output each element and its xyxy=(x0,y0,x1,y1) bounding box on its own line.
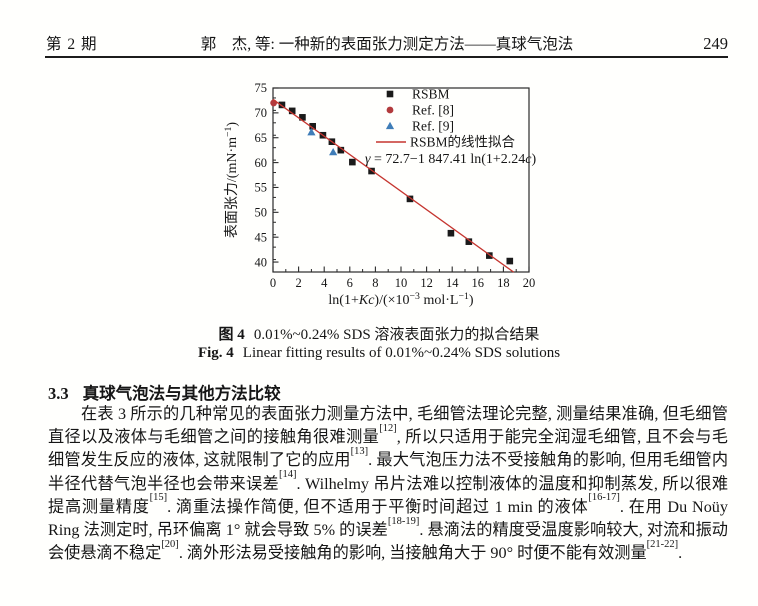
data-point-triangle xyxy=(307,128,316,136)
x-tick-label: 2 xyxy=(295,276,301,290)
figure-caption-zh-text: 0.01%~0.24% SDS 溶液表面张力的拟合结果 xyxy=(253,327,540,343)
x-tick-label: 16 xyxy=(472,276,485,290)
y-tick-label: 70 xyxy=(255,106,268,120)
x-tick-label: 4 xyxy=(321,276,328,290)
x-tick-label: 0 xyxy=(270,276,276,290)
reference-superscript: [16-17] xyxy=(588,492,620,504)
x-tick-label: 14 xyxy=(446,276,459,290)
legend-label: RSBM xyxy=(412,87,450,102)
data-point-square xyxy=(337,146,345,154)
section-heading: 3.3 真球气泡法与其他方法比较 xyxy=(48,380,281,404)
page-number: 249 xyxy=(703,34,728,53)
data-point-square xyxy=(299,114,306,121)
page-header: 第 2 期 郭 杰, 等: 一种新的表面张力测定方法——真球气泡法 249 xyxy=(46,32,728,54)
fit-equation: γ = 72.7−1 847.41 ln(1+2.24c) xyxy=(365,152,537,167)
x-tick-label: 6 xyxy=(347,276,353,290)
figure-caption-en: Fig. 4 Linear fitting results of 0.01%~0.… xyxy=(0,345,758,362)
data-point-square xyxy=(465,238,473,245)
y-tick-label: 60 xyxy=(255,156,268,170)
reference-superscript: [21-22] xyxy=(646,538,679,550)
data-point-square xyxy=(406,195,414,203)
data-point-circle xyxy=(386,106,394,114)
x-axis-label: ln(1+Kc)/(×10−3 mol·L−1) xyxy=(328,291,474,309)
plot-frame xyxy=(272,87,530,273)
article-title: 郭 杰, 等: 一种新的表面张力测定方法——真球气泡法 xyxy=(200,36,574,53)
y-tick-label: 50 xyxy=(255,206,268,220)
y-tick-label: 40 xyxy=(255,255,268,269)
x-tick-label: 20 xyxy=(523,276,536,290)
y-tick-label: 65 xyxy=(255,131,268,145)
data-point-triangle xyxy=(385,121,395,130)
fit-line xyxy=(272,98,515,273)
journal-issue: 第 2 期 xyxy=(46,36,98,53)
data-point-square xyxy=(278,101,286,109)
data-point-square xyxy=(386,90,394,98)
data-point-triangle xyxy=(329,147,338,156)
figure-caption-zh-label: 图 4 xyxy=(218,327,245,343)
figure-caption-en-label: Fig. 4 xyxy=(197,345,234,361)
x-tick-label: 12 xyxy=(420,276,433,290)
reference-superscript: [13] xyxy=(350,446,369,458)
data-point-square xyxy=(506,257,514,265)
data-point-square xyxy=(368,167,375,175)
y-tick-label: 55 xyxy=(255,181,268,195)
data-point-square xyxy=(309,122,316,130)
y-axis-label: 表面张力/(mN·m−1) xyxy=(223,122,241,239)
reference-superscript: [12] xyxy=(379,422,397,434)
figure4-surface-tension-chart: 0 2 4 6 8 10 12 14 16 18 20 40 45 50 55 60 65 70 75 ln(1+Kc… xyxy=(223,81,537,309)
data-point-square xyxy=(486,252,493,259)
x-tick-label: 8 xyxy=(372,276,378,290)
x-tick-label: 18 xyxy=(497,276,510,290)
legend-label: Ref. [9] xyxy=(412,119,454,134)
legend-label: Ref. [8] xyxy=(412,103,454,118)
body-paragraph: 在表 3 所示的几种常见的表面张力测量方法中, 毛细管法理论完整, 测量结果准确… xyxy=(48,405,729,563)
y-tick-label: 45 xyxy=(255,230,268,244)
y-tick-label: 75 xyxy=(255,81,268,95)
section-title: 真球气泡法与其他方法比较 xyxy=(82,384,281,403)
reference-superscript: [15] xyxy=(149,492,168,504)
reference-superscript: [20] xyxy=(161,538,179,550)
data-point-square xyxy=(447,229,455,237)
reference-superscript: [14] xyxy=(279,469,297,481)
figure-caption-en-text: Linear fitting results of 0.01%~0.24% SD… xyxy=(242,345,561,361)
data-point-square xyxy=(349,158,356,166)
reference-superscript: [18-19] xyxy=(387,515,420,527)
section-number: 3.3 xyxy=(48,384,69,403)
data-point-square xyxy=(288,107,296,115)
x-tick-label: 10 xyxy=(395,276,408,290)
header-rule xyxy=(45,56,728,58)
legend-label: RSBM的线性拟合 xyxy=(410,135,516,150)
figure-caption-zh: 图 4 0.01%~0.24% SDS 溶液表面张力的拟合结果 xyxy=(0,323,758,344)
